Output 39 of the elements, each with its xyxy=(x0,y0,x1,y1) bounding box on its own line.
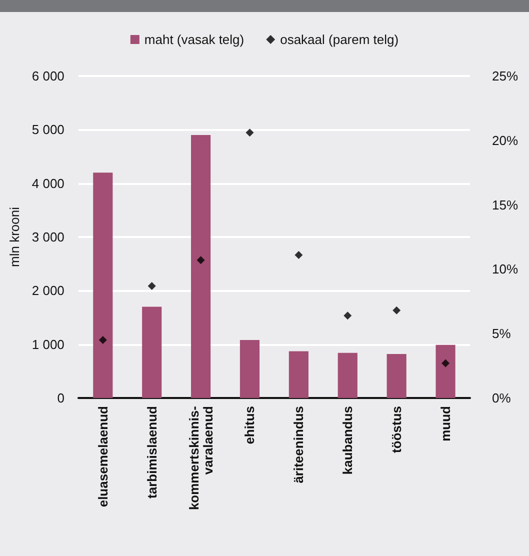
x-tick-label: kaubandus xyxy=(340,406,356,475)
x-tick-label: tööstus xyxy=(389,406,404,453)
y-tick-label: 4 000 xyxy=(32,176,64,191)
bar xyxy=(142,306,162,398)
bar xyxy=(338,352,358,398)
y-tick-label: 1 000 xyxy=(32,336,64,352)
y2-tick-label: 0% xyxy=(492,390,512,406)
bar xyxy=(288,351,308,398)
y2-tick-label: 25% xyxy=(492,68,518,84)
bar xyxy=(386,354,406,398)
point xyxy=(392,306,401,314)
legend-label: maht (vasak telg) xyxy=(144,32,244,47)
x-tick-label: tarbimislaenud xyxy=(144,406,160,498)
point xyxy=(442,359,450,368)
x-tick-label: eluasemelaenud xyxy=(95,406,110,508)
y2-tick-label: 20% xyxy=(492,132,518,148)
x-tick-label: muud xyxy=(438,406,454,442)
bar xyxy=(240,340,260,398)
y-tick-label: 0 xyxy=(57,390,64,406)
x-tick-label: ehitus xyxy=(242,406,258,444)
point xyxy=(98,336,107,344)
y2-tick-label: 10% xyxy=(492,262,518,277)
point xyxy=(246,128,254,137)
bar xyxy=(191,135,211,398)
bar xyxy=(436,344,456,398)
y2-tick-label: 5% xyxy=(492,326,512,342)
y-axis-title: mln krooni xyxy=(7,206,22,267)
point xyxy=(148,282,156,290)
point xyxy=(196,256,205,264)
y-tick-label: 2 000 xyxy=(32,283,64,298)
y-tick-label: 6 000 xyxy=(32,68,64,84)
bar xyxy=(93,172,113,398)
legend-label: osakaal (parem telg) xyxy=(280,32,399,47)
y2-tick-label: 15% xyxy=(492,197,518,212)
y-tick-label: 3 000 xyxy=(32,230,64,244)
point xyxy=(344,312,352,320)
x-tick-label: äriteenindus xyxy=(291,406,306,484)
point xyxy=(294,251,303,260)
y-tick-label: 5 000 xyxy=(32,122,64,138)
